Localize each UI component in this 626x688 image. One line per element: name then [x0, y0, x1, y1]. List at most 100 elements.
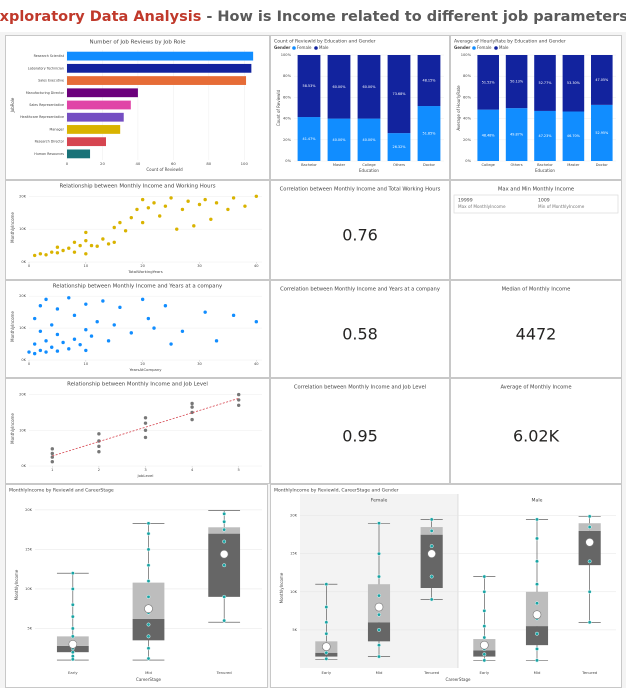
- legend-title: Gender: [274, 45, 290, 50]
- point: [231, 196, 236, 200]
- y-tick-label: Sales Representative: [29, 103, 64, 107]
- point: [222, 519, 227, 524]
- point: [226, 207, 230, 212]
- point: [203, 197, 207, 202]
- trend-line: [52, 397, 239, 457]
- x-axis-label: JobLevel: [137, 473, 154, 478]
- point: [222, 527, 227, 532]
- card-value: 0.76: [342, 226, 378, 245]
- point: [67, 296, 71, 300]
- point: [95, 320, 99, 324]
- point: [143, 428, 148, 432]
- x-tick-label: 30: [197, 362, 202, 366]
- point: [50, 460, 54, 464]
- point: [535, 559, 539, 564]
- point: [44, 297, 48, 302]
- y-tick-label: 5K: [27, 626, 32, 630]
- point: [78, 243, 82, 248]
- data-label: 40.00%: [333, 138, 347, 142]
- box-lower: [132, 618, 165, 641]
- bar-segment: [417, 106, 441, 161]
- point: [78, 342, 82, 347]
- legend-label: Female: [477, 45, 492, 50]
- data-label: 52.95%: [595, 131, 609, 135]
- x-tick-label: 40: [254, 362, 259, 366]
- title-rest: - How is Income related to different job…: [206, 9, 626, 25]
- point: [32, 351, 37, 356]
- point: [143, 421, 148, 425]
- y-tick-label: 60%: [463, 95, 472, 99]
- y-tick-label: 0%: [465, 159, 471, 163]
- point: [70, 654, 75, 659]
- chart-title: MonthlyIncome by ReviewId, CareerStage a…: [274, 488, 399, 494]
- point: [70, 571, 75, 576]
- point: [55, 332, 60, 337]
- x-tick-label: 4: [191, 468, 194, 472]
- y-tick-label: 100%: [281, 53, 292, 57]
- point: [84, 327, 88, 332]
- data-label: 53.30%: [567, 81, 581, 85]
- point: [112, 225, 116, 230]
- point: [146, 646, 151, 651]
- x-tick-label: College: [362, 163, 376, 167]
- x-tick-label: Mid: [145, 670, 152, 675]
- legend-swatch: [494, 46, 498, 50]
- y-axis-label: MonthlyIncome: [14, 569, 19, 600]
- x-tick-label: 5: [238, 468, 240, 472]
- y-tick-label: 40%: [283, 117, 292, 121]
- point: [222, 594, 227, 599]
- mean-marker: [219, 549, 229, 559]
- chart-title: MonthlyIncome by ReviewId and CareerStag…: [9, 488, 114, 494]
- point: [97, 450, 101, 454]
- point: [482, 624, 487, 629]
- x-tick-label: Others: [393, 163, 405, 167]
- point: [38, 252, 43, 256]
- point: [27, 350, 31, 354]
- point: [129, 331, 133, 335]
- y-tick-label: 5K: [292, 628, 297, 632]
- x-tick-label: Tenured: [423, 670, 440, 675]
- y-tick-label: 0K: [21, 464, 26, 468]
- x-axis-label: Education: [535, 168, 555, 173]
- x-tick-label: 20: [140, 264, 145, 268]
- data-label: 50.13%: [510, 80, 524, 84]
- y-tick-label: 20%: [463, 138, 472, 142]
- box-upper: [525, 591, 549, 627]
- x-tick-label: Doctor: [423, 163, 436, 167]
- point: [143, 435, 148, 440]
- point: [535, 631, 539, 636]
- y-tick-label: Sales Executive: [38, 79, 64, 83]
- mean-marker: [585, 537, 594, 547]
- point: [203, 310, 207, 314]
- point: [482, 635, 487, 640]
- x-axis-label: Education: [359, 168, 379, 173]
- x-tick-label: Mid: [534, 670, 541, 675]
- bar-segment: [591, 104, 613, 161]
- point: [429, 517, 434, 522]
- point: [32, 253, 37, 258]
- point: [587, 514, 592, 519]
- bar: [67, 125, 121, 134]
- point: [429, 574, 434, 579]
- x-tick-label: 3: [144, 468, 146, 472]
- bar-segment: [297, 117, 321, 161]
- y-tick-label: 10K: [19, 326, 27, 330]
- point: [32, 316, 37, 321]
- point: [482, 652, 487, 657]
- point: [587, 525, 592, 529]
- data-label: 52.77%: [539, 81, 553, 85]
- data-label: 60.00%: [333, 85, 347, 89]
- point: [324, 631, 329, 636]
- point: [197, 202, 202, 207]
- bar-segment: [477, 55, 499, 110]
- chart-title: Count of ReviewId by Education and Gende…: [274, 39, 376, 45]
- point: [70, 657, 75, 662]
- panel: [450, 378, 622, 484]
- bar-segment: [534, 110, 556, 161]
- x-tick-label: 40: [135, 161, 140, 166]
- data-label: 46.70%: [567, 134, 581, 138]
- mean-marker: [480, 640, 489, 650]
- x-tick-label: Tenured: [216, 670, 233, 675]
- legend-swatch: [472, 46, 476, 50]
- x-tick-label: 0: [28, 362, 31, 366]
